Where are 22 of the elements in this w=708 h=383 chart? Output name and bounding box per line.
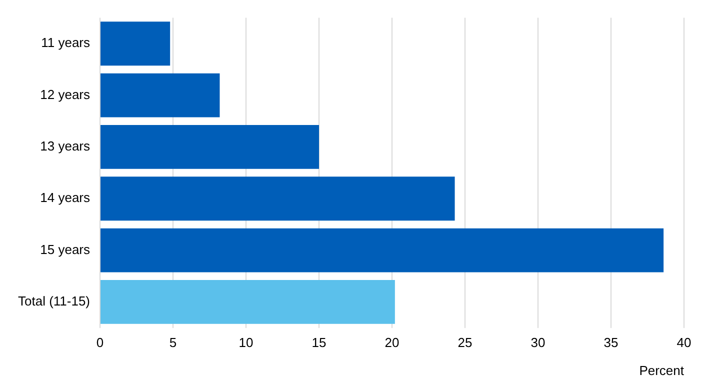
bar bbox=[100, 280, 395, 324]
x-tick-label: 5 bbox=[169, 335, 177, 350]
bar bbox=[100, 73, 220, 118]
bar bbox=[100, 125, 320, 169]
bar bbox=[100, 176, 455, 221]
y-tick-label: 12 years bbox=[40, 86, 90, 102]
y-tick-label: 15 years bbox=[40, 242, 90, 257]
x-tick-label: 35 bbox=[604, 335, 618, 350]
x-tick-label: 20 bbox=[384, 335, 400, 350]
y-tick-label: 14 years bbox=[40, 190, 90, 206]
bar bbox=[100, 228, 664, 272]
x-tick-label: 10 bbox=[238, 335, 254, 350]
x-tick-label: 25 bbox=[458, 335, 472, 350]
x-tick-label: 40 bbox=[676, 335, 692, 350]
y-tick-label: 13 years bbox=[40, 138, 90, 154]
x-tick-label: 0 bbox=[96, 335, 104, 350]
x-tick-label: 15 bbox=[312, 335, 326, 350]
y-tick-label: Total (11-15) bbox=[18, 294, 90, 309]
x-tick-label: 30 bbox=[530, 335, 546, 350]
y-tick-label: 11 years bbox=[41, 35, 91, 50]
x-axis-title: Percent bbox=[639, 362, 684, 378]
bar bbox=[100, 22, 170, 66]
